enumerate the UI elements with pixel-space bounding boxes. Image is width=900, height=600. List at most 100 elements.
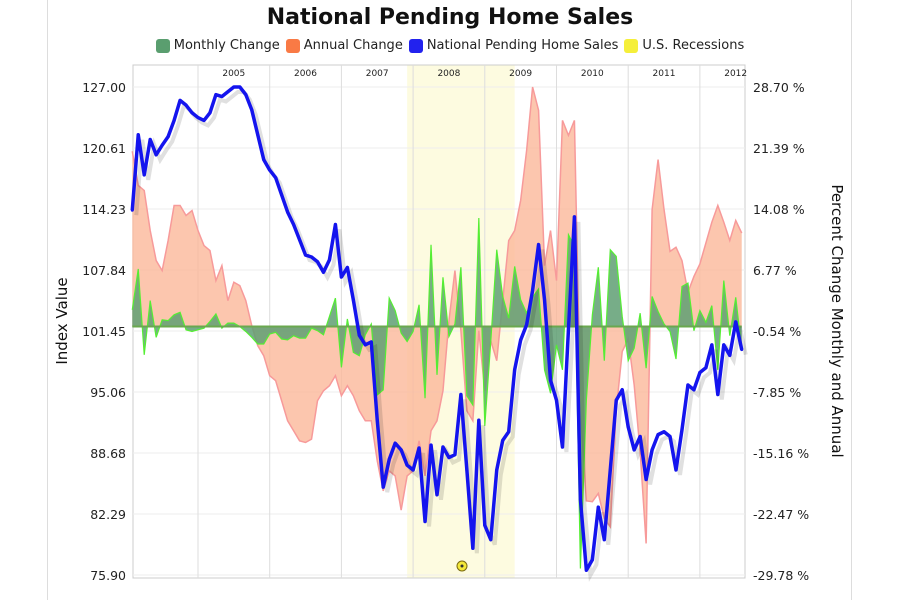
data-point (405, 463, 409, 467)
data-point (417, 446, 421, 450)
data-point (208, 111, 212, 115)
y-left-tick-label: 107.84 (82, 263, 126, 278)
data-point (602, 538, 606, 542)
y-right-tick-label: -7.85 % (753, 385, 801, 400)
x-year-label: 2007 (366, 69, 389, 79)
x-year-label: 2009 (509, 69, 532, 79)
data-point (662, 430, 666, 434)
data-point (256, 133, 260, 137)
y-right-tick-label: -22.47 % (753, 507, 809, 522)
data-point (387, 457, 391, 461)
data-point (280, 193, 284, 197)
y-right-tick-label: 21.39 % (753, 141, 805, 156)
data-point (716, 393, 720, 397)
data-point (608, 468, 612, 472)
data-point (519, 338, 523, 342)
data-point (537, 243, 541, 247)
data-point (710, 343, 714, 347)
data-point (130, 208, 134, 212)
x-year-label: 2008 (437, 69, 460, 79)
legend-swatch-monthly (155, 38, 170, 53)
data-point (525, 323, 529, 327)
data-point (549, 378, 553, 382)
legend-item-annual-change[interactable]: Annual Change (285, 38, 403, 53)
data-point (680, 428, 684, 432)
legend-label: National Pending Home Sales (426, 38, 619, 53)
legend: Monthly Change Annual Change National Pe… (0, 38, 900, 53)
data-point (351, 298, 355, 302)
data-point (566, 328, 570, 332)
data-point (543, 298, 547, 302)
data-point (298, 238, 302, 242)
data-point (686, 383, 690, 387)
data-point (316, 260, 319, 264)
y-left-tick-label: 88.68 (90, 446, 126, 461)
y-right-tick-label: 6.77 % (753, 263, 797, 278)
data-point (381, 485, 385, 489)
data-point (142, 173, 146, 177)
data-point (698, 371, 702, 375)
data-point (483, 523, 487, 527)
data-point (572, 215, 576, 219)
data-point (459, 393, 463, 397)
data-point (190, 111, 194, 115)
x-year-label: 2006 (294, 69, 317, 79)
legend-item-recessions[interactable]: U.S. Recessions (624, 38, 744, 53)
y-left-tick-label: 101.45 (82, 324, 126, 339)
data-point (495, 468, 499, 472)
data-point (578, 498, 582, 502)
data-point (136, 133, 140, 137)
flag-icon[interactable] (456, 560, 468, 572)
data-point (202, 118, 206, 122)
data-point (304, 253, 308, 257)
data-point (184, 103, 188, 107)
y-right-tick-label: -0.54 % (753, 324, 801, 339)
data-point (226, 90, 230, 94)
data-point (668, 435, 672, 439)
data-point (590, 558, 594, 562)
data-point (268, 168, 272, 172)
data-point (363, 343, 367, 347)
legend-label: Monthly Change (173, 38, 280, 53)
data-point (626, 425, 630, 429)
data-point (632, 448, 636, 452)
data-point (477, 418, 481, 422)
data-point (644, 478, 648, 482)
data-point (148, 138, 152, 142)
data-point (357, 333, 361, 337)
data-point (429, 443, 433, 447)
legend-item-pending-home-sales[interactable]: National Pending Home Sales (408, 38, 619, 53)
data-point (722, 343, 726, 347)
data-point (638, 435, 642, 439)
x-year-label: 2010 (581, 69, 604, 79)
legend-label: Annual Change (303, 38, 403, 53)
data-point (399, 448, 403, 452)
data-point (513, 368, 517, 372)
data-point (172, 118, 176, 122)
data-point (274, 176, 278, 180)
y-left-tick-label: 127.00 (82, 80, 126, 95)
data-point (435, 493, 439, 497)
y-left-tick-label: 75.90 (90, 568, 126, 583)
data-point (465, 468, 469, 472)
monthly-change-line (131, 217, 743, 569)
data-point (369, 340, 373, 344)
data-point (674, 468, 678, 472)
data-point (728, 353, 732, 357)
y-left-tick-label: 82.29 (90, 507, 126, 522)
data-point (447, 456, 451, 460)
data-point (411, 468, 415, 472)
chart-frame (47, 0, 852, 600)
data-point (620, 388, 624, 392)
legend-label: U.S. Recessions (642, 38, 745, 53)
data-point (327, 258, 331, 262)
legend-item-monthly-change[interactable]: Monthly Change (155, 38, 280, 53)
data-point (286, 210, 290, 214)
data-point (214, 93, 218, 97)
data-point (740, 348, 744, 352)
data-point (375, 418, 379, 422)
data-point (339, 275, 343, 279)
data-point (238, 85, 242, 89)
